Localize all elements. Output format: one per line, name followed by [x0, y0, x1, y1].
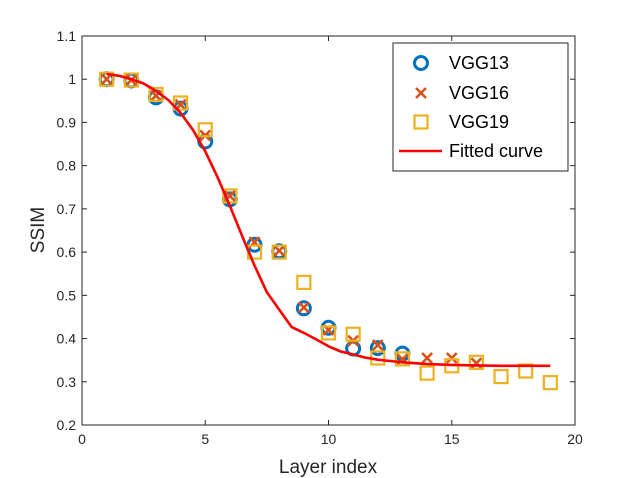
fitted-curve-line	[106, 72, 551, 368]
y-tick-label: 1	[68, 71, 76, 87]
x-tick-label: 0	[78, 431, 86, 447]
x-tick-label: 20	[567, 431, 583, 447]
legend: VGG13 VGG16 VGG19 Fitted curve	[392, 42, 569, 172]
legend-marker-vgg13	[413, 55, 429, 71]
vgg19-point	[296, 274, 312, 290]
y-tick-label: 0.7	[57, 201, 77, 217]
legend-marker-vgg19	[413, 114, 429, 130]
vgg19-point	[542, 375, 558, 391]
axes-box	[81, 35, 576, 426]
vgg19-point	[197, 122, 213, 138]
vgg19-point	[394, 351, 411, 367]
vgg19-point	[493, 368, 509, 385]
tick-labels: 0 5 10 15 20 0.2 0.3 0.4 0.5 0.6 0.7 0.8 0.9 1 1.1	[57, 28, 583, 447]
y-tick-label: 0.8	[57, 158, 77, 174]
vgg19-point	[518, 363, 534, 379]
legend-label-fitted-curve: Fitted curve	[449, 141, 543, 161]
y-tick-label: 0.3	[57, 374, 77, 390]
vgg19-point	[419, 365, 435, 381]
x-axis-label: Layer index	[279, 457, 378, 478]
y-tick-label: 0.4	[57, 331, 77, 347]
x-tick-label: 10	[321, 431, 337, 447]
legend-label-vgg19: VGG19	[449, 112, 509, 132]
vgg19-point	[345, 326, 361, 342]
y-tick-label: 0.9	[57, 114, 77, 130]
vgg19-point	[173, 95, 189, 111]
vgg13-point	[369, 340, 386, 357]
series-layer	[98, 71, 558, 391]
vgg16-point	[421, 352, 434, 364]
vgg16-point	[371, 339, 384, 351]
vgg16-point	[445, 352, 458, 364]
legend-label-vgg13: VGG13	[449, 53, 509, 73]
x-tick-label: 5	[201, 431, 209, 447]
vgg16-point	[273, 244, 286, 257]
vgg13-point	[295, 300, 312, 317]
y-tick-label: 0.6	[57, 244, 77, 260]
legend-box	[392, 42, 569, 172]
vgg19-point	[468, 354, 484, 370]
x-tick-label: 15	[444, 431, 460, 447]
legend-label-vgg16: VGG16	[449, 83, 509, 103]
vgg19-point	[320, 325, 337, 341]
legend-marker-vgg16	[415, 87, 427, 99]
y-axis-label: SSIM	[28, 207, 49, 253]
vgg16-point	[100, 73, 113, 86]
y-tick-label: 0.2	[57, 417, 77, 433]
vgg19-point	[222, 188, 238, 204]
vgg19-point	[271, 244, 287, 260]
y-tick-label: 0.5	[57, 287, 77, 303]
vgg16-point	[297, 301, 310, 314]
vgg19-point	[99, 71, 115, 87]
y-tick-label: 1.1	[57, 28, 77, 44]
vgg19-point	[123, 72, 139, 88]
